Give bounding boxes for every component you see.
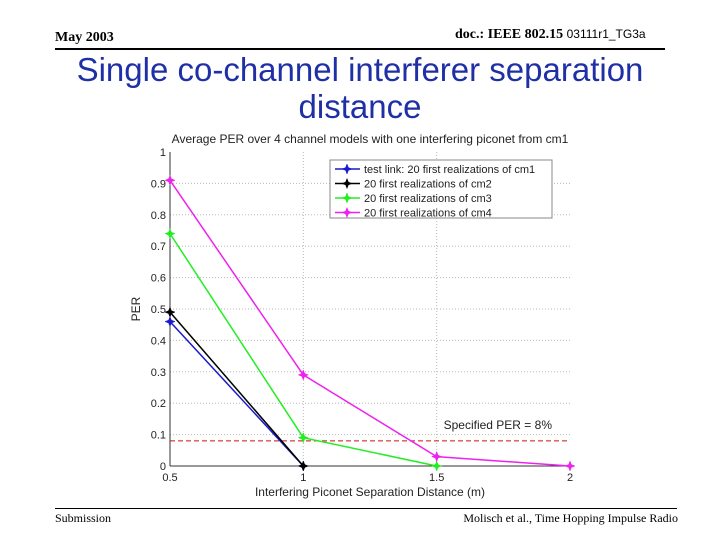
data-point-cm3 — [297, 432, 309, 444]
x-tick-label: 0.5 — [162, 472, 177, 484]
legend-box — [329, 159, 553, 219]
data-point-cm4 — [431, 450, 443, 463]
x-tick-label: 1 — [300, 472, 306, 484]
y-tick-label: 0.2 — [151, 398, 166, 410]
header-doc-id: doc.: IEEE 802.15 03111r1_TG3a — [455, 27, 646, 43]
slide-title: Single co-channel interferer separation … — [0, 51, 720, 125]
data-point-cm4 — [164, 174, 176, 186]
slide-title-line1: Single co-channel interferer separation — [76, 51, 644, 88]
chart-title: Average PER over 4 channel models with o… — [172, 132, 569, 146]
legend-label: 20 first realizations of cm2 — [364, 179, 492, 191]
footer-rule — [55, 508, 677, 509]
y-tick-label: 0.4 — [151, 335, 166, 347]
legend-swatch-marker — [341, 177, 353, 190]
footer-author: Molisch et al., Time Hopping Impulse Rad… — [463, 511, 678, 525]
y-axis-label: PER — [129, 296, 143, 321]
series-line-cm4 — [169, 179, 571, 467]
data-point-cm3 — [164, 227, 176, 240]
y-tick-label: 0 — [160, 461, 166, 473]
legend-swatch-marker — [341, 206, 353, 219]
y-tick-label: 0.9 — [151, 178, 166, 190]
y-tick-label: 0.6 — [151, 273, 166, 285]
slide-title-line2: distance — [298, 88, 422, 125]
y-tick-label: 0.3 — [151, 367, 166, 379]
doc-number: 03111r1_TG3a — [566, 27, 646, 41]
series-line-cm1 — [169, 321, 304, 467]
legend-label: 20 first realizations of cm4 — [364, 208, 492, 220]
legend-label: test link: 20 first realizations of cm1 — [364, 164, 535, 176]
y-tick-label: 0.5 — [151, 304, 166, 316]
series-line-cm2 — [169, 311, 304, 467]
legend-label: 20 first realizations of cm3 — [364, 193, 492, 205]
y-tick-label: 0.8 — [151, 210, 166, 222]
data-point-cm4 — [297, 369, 309, 381]
header-date: May 2003 — [55, 30, 114, 45]
y-tick-label: 0.1 — [151, 430, 166, 442]
data-point-cm2 — [164, 306, 176, 318]
x-axis-label: Interfering Piconet Separation Distance … — [255, 485, 485, 499]
x-tick-label: 2 — [567, 472, 573, 484]
header-rule — [55, 48, 665, 50]
data-point-cm1 — [164, 315, 176, 328]
legend-swatch-marker — [341, 163, 353, 175]
x-tick-label: 1.5 — [429, 472, 444, 484]
y-tick-label: 1 — [160, 147, 166, 159]
data-point-cm2 — [297, 460, 309, 472]
data-point-cm3 — [431, 460, 443, 472]
footer-submission: Submission — [55, 511, 112, 525]
doc-prefix: doc.: IEEE 802.15 — [455, 27, 567, 42]
legend-swatch-marker — [341, 192, 353, 204]
data-point-cm4 — [564, 460, 576, 472]
reference-label: Specified PER = 8% — [444, 418, 553, 432]
y-tick-label: 0.7 — [151, 241, 166, 253]
